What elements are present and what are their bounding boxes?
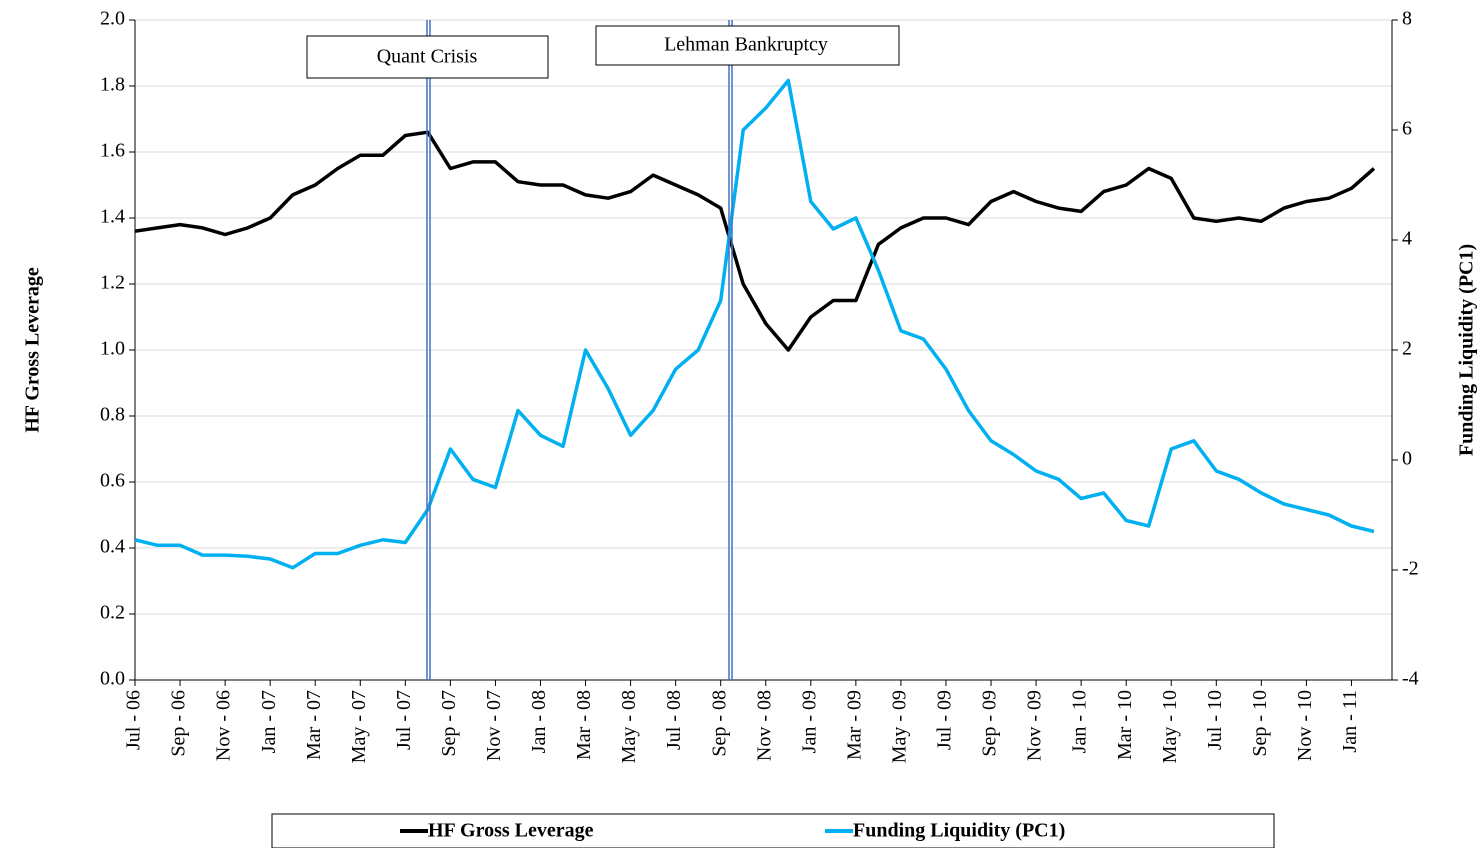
x-tick-label: Jan - 07 xyxy=(258,690,280,753)
x-tick-label: May - 08 xyxy=(618,690,640,763)
x-tick-label: May - 07 xyxy=(348,690,370,763)
y-tick-label: 0.4 xyxy=(100,536,125,558)
x-tick-label: Jan - 10 xyxy=(1069,690,1091,753)
legend-label: HF Gross Leverage xyxy=(428,820,594,842)
x-tick-label: Jan - 08 xyxy=(528,690,550,753)
y2-tick-label: 0 xyxy=(1402,448,1412,470)
x-tick-label: Sep - 06 xyxy=(168,690,190,757)
x-tick-label: Nov - 08 xyxy=(753,690,775,761)
x-tick-label: Jan - 11 xyxy=(1339,690,1361,753)
x-tick-label: Nov - 09 xyxy=(1024,690,1046,761)
y-tick-label: 0.8 xyxy=(100,404,125,426)
y2-tick-label: -2 xyxy=(1402,558,1419,580)
event-line xyxy=(426,20,733,680)
y2-tick-label: 4 xyxy=(1402,228,1412,250)
y2-tick-label: -4 xyxy=(1402,668,1419,690)
x-tick-label: Sep - 07 xyxy=(438,690,460,757)
y-tick-label: 1.8 xyxy=(100,74,125,96)
y-tick-label: 1.6 xyxy=(100,140,125,162)
y-tick-label: 0.2 xyxy=(100,602,125,624)
x-tick-label: Sep - 10 xyxy=(1249,690,1271,757)
x-tick-label: Jul - 06 xyxy=(123,690,145,750)
annotation: Lehman Bankruptcy xyxy=(664,34,828,56)
x-tick-label: May - 09 xyxy=(889,690,911,763)
x-tick-label: Jul - 07 xyxy=(393,690,415,750)
x-tick-label: Jul - 08 xyxy=(663,690,685,750)
x-tick-label: Nov - 10 xyxy=(1294,690,1316,761)
y2-tick-label: 2 xyxy=(1402,338,1412,360)
x-tick-label: Nov - 07 xyxy=(483,690,505,761)
legend-label: Funding Liquidity (PC1) xyxy=(853,820,1065,842)
x-tick-label: Jan - 09 xyxy=(798,690,820,753)
y2-tick-label: 8 xyxy=(1402,8,1412,30)
y2-tick-label: 6 xyxy=(1402,118,1412,140)
annotation-box xyxy=(306,35,549,79)
x-tick-label: May - 10 xyxy=(1159,690,1181,763)
x-tick-label: Jul - 09 xyxy=(934,690,956,750)
x-tick-label: Sep - 09 xyxy=(979,690,1001,757)
y-tick-label: 0.6 xyxy=(100,470,125,492)
x-tick-label: Sep - 08 xyxy=(708,690,730,757)
annotation-box xyxy=(595,25,900,66)
x-tick-label: Mar - 08 xyxy=(573,690,595,760)
y-tick-label: 0.0 xyxy=(100,668,125,690)
legend xyxy=(271,813,1275,848)
y2-axis-title: Funding Liquidity (PC1) xyxy=(1456,244,1478,456)
x-tick-label: Jul - 10 xyxy=(1204,690,1226,750)
y-axis-title: HF Gross Leverage xyxy=(22,267,44,433)
y-tick-label: 2.0 xyxy=(100,8,125,30)
y-tick-label: 1.2 xyxy=(100,272,125,294)
series-line xyxy=(134,130,1376,352)
annotation: Quant Crisis xyxy=(377,46,478,68)
x-tick-label: Mar - 07 xyxy=(303,690,325,760)
y-tick-label: 1.4 xyxy=(100,206,125,228)
y-tick-label: 1.0 xyxy=(100,338,125,360)
series-line xyxy=(134,78,1375,570)
x-tick-label: Nov - 06 xyxy=(213,690,235,761)
x-tick-label: Mar - 10 xyxy=(1114,690,1136,760)
x-tick-label: Mar - 09 xyxy=(843,690,865,760)
